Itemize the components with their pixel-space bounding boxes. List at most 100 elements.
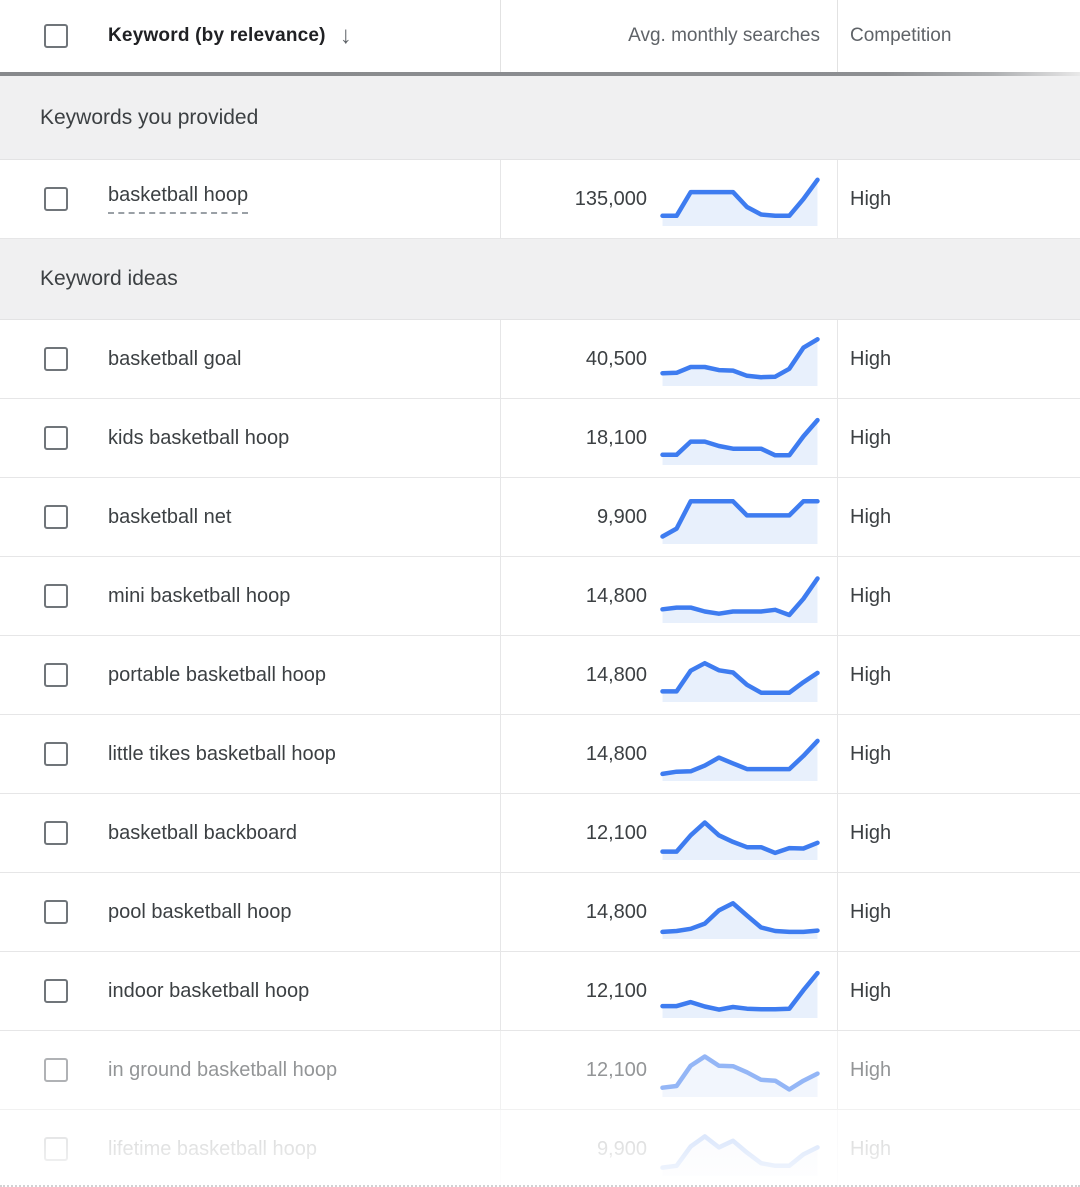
table-row[interactable]: pool basketball hoop 14,800 High <box>0 873 1080 952</box>
row-checkbox[interactable] <box>44 1058 68 1082</box>
competition-value: High <box>850 347 892 370</box>
section-label: Keyword ideas <box>40 267 178 290</box>
keyword-cell: portable basketball hoop <box>0 636 500 714</box>
row-checkbox[interactable] <box>44 584 68 608</box>
searches-value: 14,800 <box>585 742 647 765</box>
row-checkbox[interactable] <box>44 505 68 529</box>
keyword-text: basketball backboard <box>108 821 298 844</box>
competition-cell: High <box>837 160 1080 238</box>
header-cell-searches[interactable]: Avg. monthly searches <box>500 0 837 72</box>
competition-cell: High <box>837 399 1080 477</box>
searches-cell: 14,800 <box>500 873 837 951</box>
searches-value: 12,100 <box>585 1058 647 1081</box>
searches-value: 40,500 <box>585 347 647 370</box>
searches-cell: 12,100 <box>500 1031 837 1109</box>
keyword-text: basketball net <box>108 505 232 528</box>
keyword-cell: in ground basketball hoop <box>0 1031 500 1109</box>
row-checkbox[interactable] <box>44 663 68 687</box>
table-row[interactable]: basketball goal 40,500 High <box>0 320 1080 399</box>
table-row[interactable]: basketball hoop 135,000 High <box>0 160 1080 239</box>
table-row[interactable]: basketball backboard 12,100 High <box>0 794 1080 873</box>
searches-value: 135,000 <box>574 187 647 210</box>
row-checkbox[interactable] <box>44 187 68 211</box>
table-header: Keyword (by relevance) ↓ Avg. monthly se… <box>0 0 1080 72</box>
competition-cell: High <box>837 952 1080 1030</box>
trend-sparkline <box>660 499 820 544</box>
section-label: Keywords you provided <box>40 105 259 129</box>
searches-value: 9,900 <box>596 505 647 528</box>
keyword-text: indoor basketball hoop <box>108 979 310 1002</box>
keyword-cell: kids basketball hoop <box>0 399 500 477</box>
competition-cell: High <box>837 320 1080 398</box>
trend-sparkline <box>660 738 820 781</box>
table-row[interactable]: in ground basketball hoop 12,100 High <box>0 1031 1080 1110</box>
keyword-cell: indoor basketball hoop <box>0 952 500 1030</box>
row-checkbox[interactable] <box>44 1137 68 1161</box>
searches-value: 18,100 <box>585 426 647 449</box>
competition-cell: High <box>837 478 1080 556</box>
searches-value: 9,900 <box>596 1137 647 1160</box>
header-cell-competition[interactable]: Competition <box>837 0 1080 72</box>
competition-cell: High <box>837 636 1080 714</box>
keyword-cell: mini basketball hoop <box>0 557 500 635</box>
trend-sparkline <box>660 820 820 860</box>
trend-sparkline <box>660 1054 820 1097</box>
row-checkbox[interactable] <box>44 900 68 924</box>
table-row[interactable]: little tikes basketball hoop 14,800 High <box>0 715 1080 794</box>
competition-value: High <box>850 187 892 210</box>
searches-cell: 14,800 <box>500 715 837 793</box>
header-divider <box>0 72 1080 76</box>
sort-descending-icon[interactable]: ↓ <box>339 22 352 49</box>
row-checkbox[interactable] <box>44 347 68 371</box>
trend-sparkline <box>660 901 820 939</box>
competition-value: High <box>850 584 892 607</box>
competition-cell: High <box>837 1031 1080 1109</box>
table-row[interactable]: indoor basketball hoop 12,100 High <box>0 952 1080 1031</box>
keyword-text: in ground basketball hoop <box>108 1058 338 1081</box>
keyword-cell: basketball goal <box>0 320 500 398</box>
keyword-cell: pool basketball hoop <box>0 873 500 951</box>
row-checkbox[interactable] <box>44 742 68 766</box>
keyword-cell: lifetime basketball hoop <box>0 1110 500 1187</box>
table-row[interactable]: lifetime basketball hoop 9,900 High <box>0 1110 1080 1187</box>
searches-value: 14,800 <box>585 584 647 607</box>
keyword-text: little tikes basketball hoop <box>108 742 336 765</box>
trend-sparkline <box>660 576 820 623</box>
table-row[interactable]: basketball net 9,900 High <box>0 478 1080 557</box>
searches-value: 12,100 <box>585 979 647 1002</box>
section-header-row: Keyword ideas <box>0 239 1080 320</box>
table-row[interactable]: mini basketball hoop 14,800 High <box>0 557 1080 636</box>
searches-cell: 135,000 <box>500 160 837 238</box>
competition-value: High <box>850 742 892 765</box>
row-checkbox[interactable] <box>44 821 68 845</box>
keyword-text: pool basketball hoop <box>108 900 292 923</box>
searches-cell: 18,100 <box>500 399 837 477</box>
keyword-text: portable basketball hoop <box>108 663 326 686</box>
competition-value: High <box>850 1058 892 1081</box>
searches-value: 14,800 <box>585 663 647 686</box>
searches-column-header[interactable]: Avg. monthly searches <box>628 25 820 46</box>
row-checkbox[interactable] <box>44 979 68 1003</box>
keyword-text[interactable]: basketball hoop <box>108 184 249 214</box>
table-row[interactable]: portable basketball hoop 14,800 High <box>0 636 1080 715</box>
table-row[interactable]: kids basketball hoop 18,100 High <box>0 399 1080 478</box>
searches-cell: 14,800 <box>500 557 837 635</box>
header-cell-keyword[interactable]: Keyword (by relevance) ↓ <box>0 0 500 72</box>
keyword-text: mini basketball hoop <box>108 584 291 607</box>
competition-column-header[interactable]: Competition <box>850 25 952 46</box>
keyword-text: kids basketball hoop <box>108 426 290 449</box>
keyword-cell: basketball hoop <box>0 160 500 238</box>
competition-value: High <box>850 505 892 528</box>
competition-cell: High <box>837 715 1080 793</box>
table-bottom-border <box>0 1185 1080 1187</box>
competition-value: High <box>850 900 892 923</box>
row-checkbox[interactable] <box>44 426 68 450</box>
competition-cell: High <box>837 1110 1080 1187</box>
select-all-checkbox[interactable] <box>44 24 68 48</box>
trend-sparkline <box>660 177 820 226</box>
keyword-column-header[interactable]: Keyword (by relevance) <box>108 25 326 46</box>
searches-value: 14,800 <box>585 900 647 923</box>
searches-cell: 12,100 <box>500 952 837 1030</box>
keyword-text: basketball goal <box>108 347 242 370</box>
